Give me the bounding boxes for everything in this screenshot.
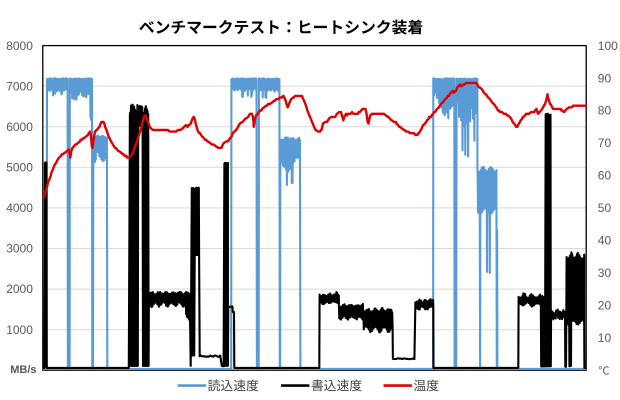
svg-text:2000: 2000 — [6, 282, 33, 296]
svg-text:1000: 1000 — [6, 323, 33, 337]
svg-text:30: 30 — [598, 266, 612, 280]
svg-text:6000: 6000 — [6, 120, 33, 134]
svg-text:7000: 7000 — [6, 79, 33, 93]
svg-text:90: 90 — [598, 71, 612, 85]
svg-text:60: 60 — [598, 169, 612, 183]
svg-text:3000: 3000 — [6, 242, 33, 256]
svg-text:20: 20 — [598, 299, 612, 313]
svg-text:80: 80 — [598, 104, 612, 118]
svg-text:100: 100 — [598, 39, 618, 53]
svg-text:40: 40 — [598, 234, 612, 248]
svg-text:8000: 8000 — [6, 39, 33, 53]
svg-text:70: 70 — [598, 136, 612, 150]
svg-text:50: 50 — [598, 201, 612, 215]
svg-text:10: 10 — [598, 331, 612, 345]
svg-text:4000: 4000 — [6, 201, 33, 215]
svg-text:5000: 5000 — [6, 161, 33, 175]
svg-text:MB/s: MB/s — [10, 364, 36, 376]
